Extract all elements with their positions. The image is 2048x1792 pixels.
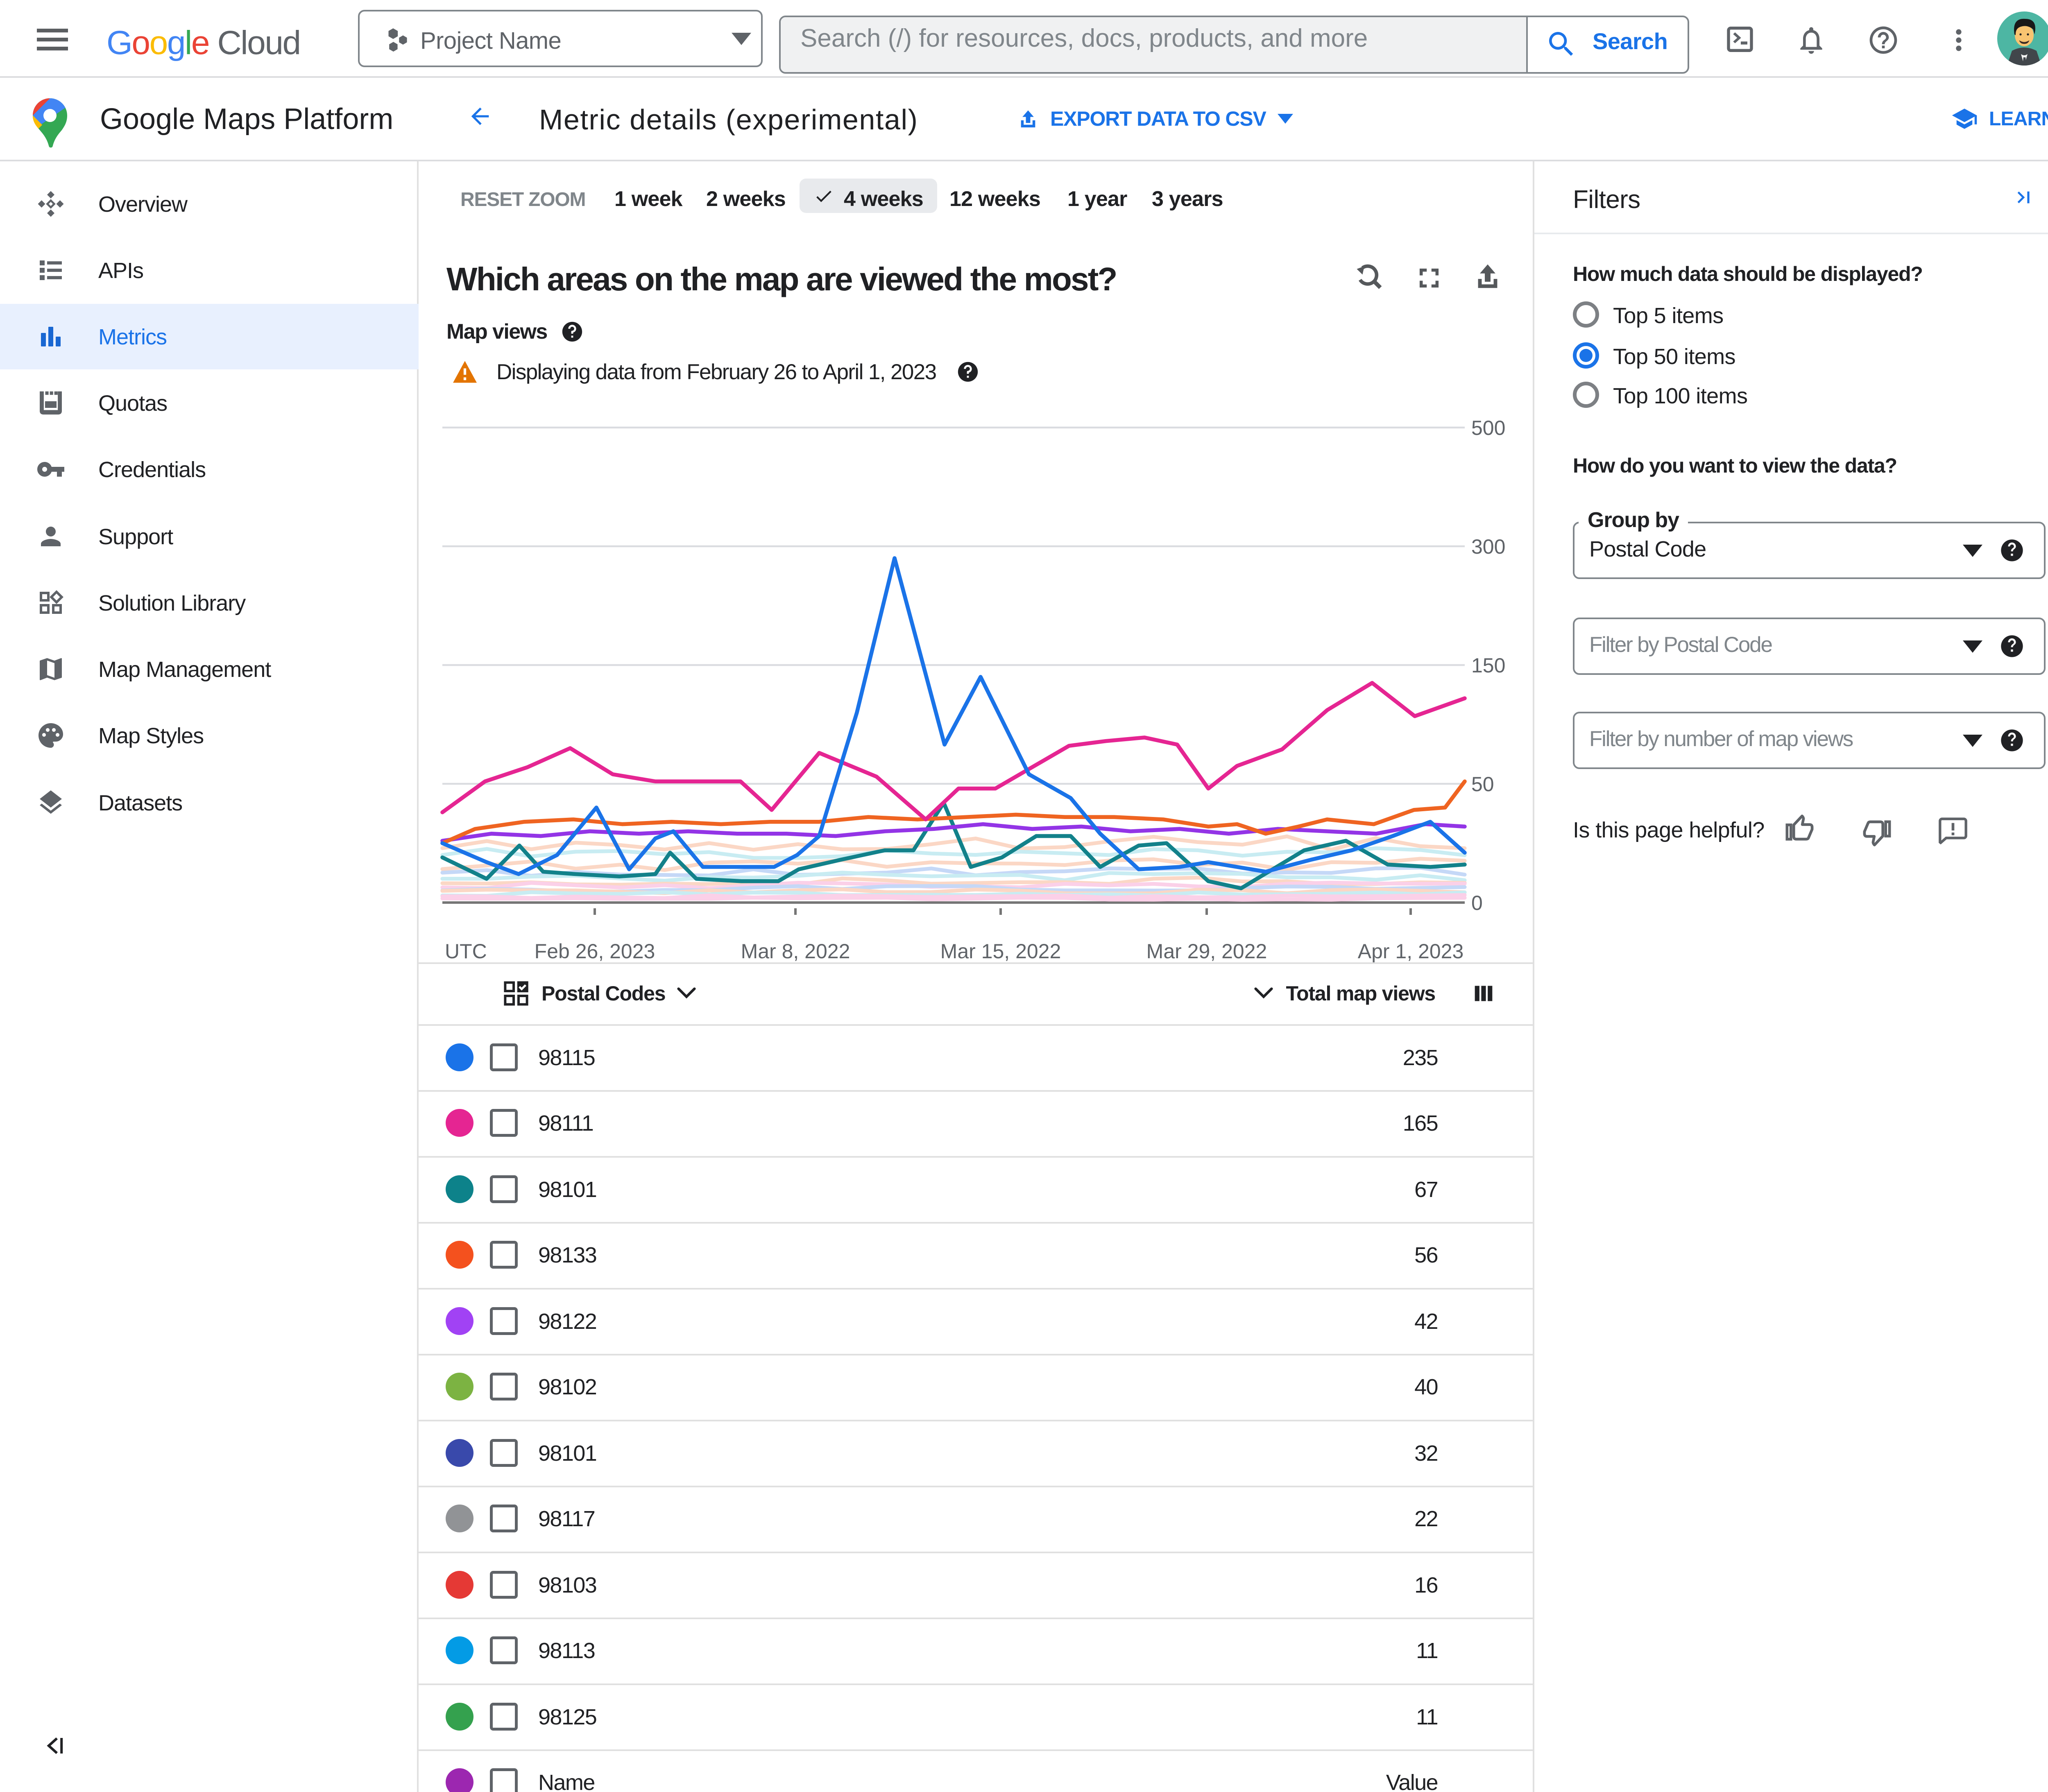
svg-text:150: 150 [1471, 654, 1505, 677]
svg-text:Mar 15, 2022: Mar 15, 2022 [940, 940, 1061, 963]
svg-text:Feb 26, 2023: Feb 26, 2023 [535, 940, 655, 963]
svg-text:Apr 1, 2023: Apr 1, 2023 [1358, 940, 1464, 963]
svg-text:500: 500 [1471, 416, 1505, 439]
svg-text:UTC: UTC [445, 940, 487, 963]
svg-text:50: 50 [1471, 773, 1494, 796]
svg-text:Mar 8, 2022: Mar 8, 2022 [741, 940, 850, 963]
svg-text:0: 0 [1471, 891, 1483, 914]
svg-text:300: 300 [1471, 535, 1505, 558]
svg-text:Mar 29, 2022: Mar 29, 2022 [1146, 940, 1267, 963]
